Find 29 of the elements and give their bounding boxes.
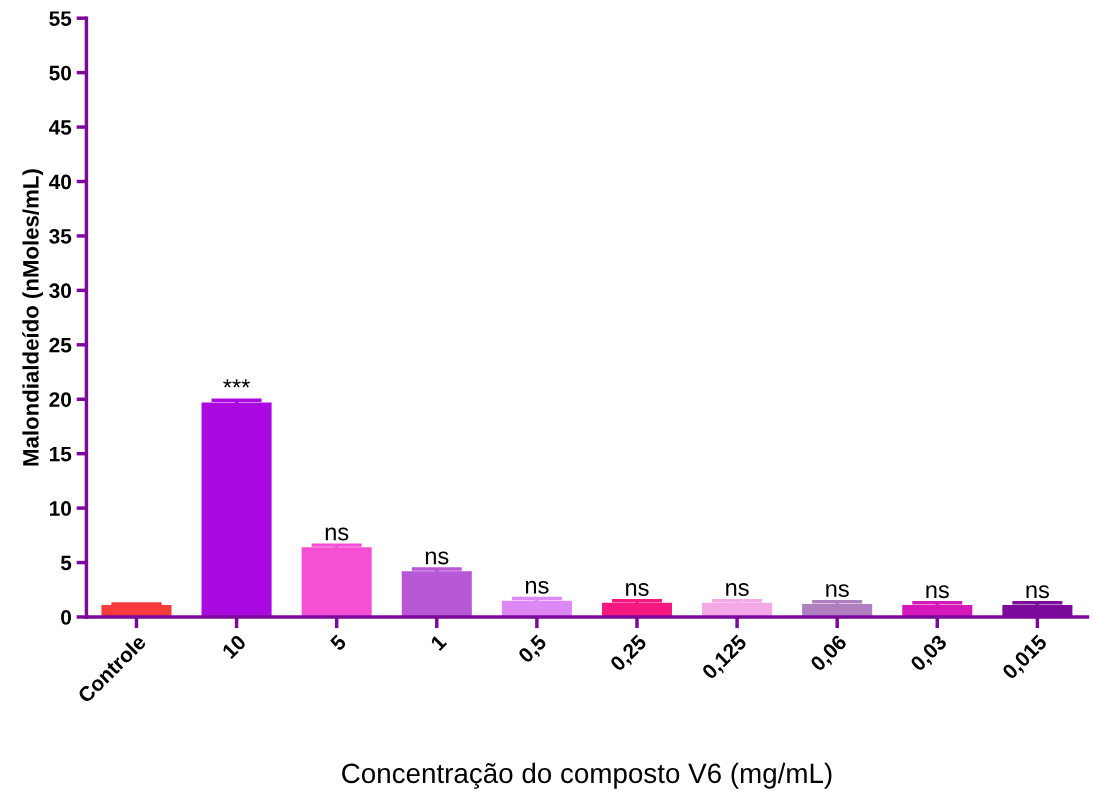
y-tick-label: 0 — [61, 609, 71, 625]
annotation: ns — [325, 527, 349, 541]
y-tick-label: 35 — [49, 228, 72, 244]
annotation: ns — [425, 551, 449, 565]
annotation: ns — [726, 583, 749, 596]
annotation: ns — [826, 584, 849, 598]
y-tick-label: 50 — [49, 65, 71, 81]
x-tick-label: 5 — [329, 633, 348, 652]
x-tick-label: 1 — [430, 633, 448, 651]
y-tick-label: 45 — [48, 120, 72, 135]
y-tick-label: 20 — [49, 392, 71, 407]
y-tick-label: 5 — [60, 555, 72, 571]
x-tick-label: 0,06 — [809, 633, 850, 674]
x-tick-label: 10 — [221, 633, 247, 660]
x-axis-title: Concentração do composto V6 (mg/mL) — [342, 762, 832, 789]
annotation: ns — [525, 580, 549, 594]
y-tick-label: 25 — [49, 337, 72, 353]
x-tick-label: 0,5 — [517, 633, 550, 666]
y-axis-title: Malondialdeído (nMoles/mL) — [22, 169, 44, 466]
annotation: *** — [223, 379, 250, 388]
annotation: ns — [926, 585, 949, 599]
y-tick-label: 40 — [48, 174, 71, 190]
y-tick-label: 30 — [49, 283, 71, 299]
x-tick-label: 0,03 — [909, 633, 950, 674]
annotation: ns — [626, 583, 649, 596]
y-tick-label: 15 — [49, 446, 72, 462]
y-tick-label: 55 — [49, 11, 72, 26]
annotation: ns — [1026, 585, 1049, 599]
y-tick-label: 10 — [49, 501, 71, 516]
